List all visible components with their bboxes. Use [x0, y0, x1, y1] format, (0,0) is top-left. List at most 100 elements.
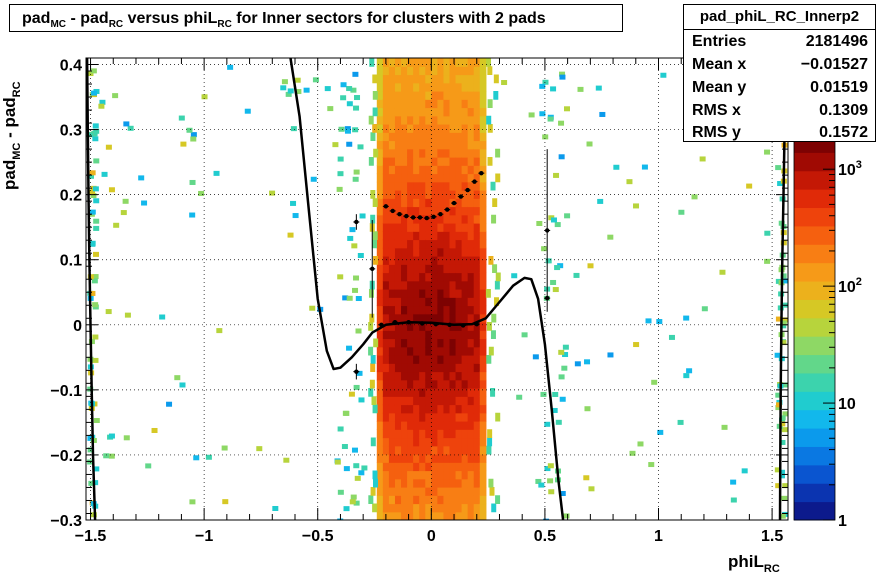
heatmap-cell [407, 330, 414, 340]
heatmap-cell [388, 181, 396, 191]
heatmap-cell [443, 429, 451, 439]
heatmap-cell [479, 379, 487, 389]
heatmap-cell [455, 487, 463, 496]
heatmap-cell [407, 412, 414, 422]
heatmap-cell [443, 379, 451, 389]
heatmap-cell [479, 437, 487, 447]
heatmap-cell [473, 280, 481, 290]
heatmap-cell [388, 115, 396, 125]
heatmap-cell [376, 223, 384, 232]
heatmap-cell [449, 503, 457, 513]
heatmap-cell [479, 429, 487, 439]
heatmap-cell [388, 495, 396, 505]
heatmap-cell [425, 190, 432, 199]
heatmap-cell [407, 181, 414, 191]
heatmap-cell [419, 503, 426, 513]
heatmap-cell [431, 124, 438, 133]
heatmap-cell [443, 322, 451, 331]
heatmap-cell [562, 344, 569, 350]
heatmap-cell [449, 157, 457, 166]
profile-point [544, 295, 550, 301]
heatmap-cell [443, 256, 451, 265]
heatmap-cell [431, 511, 438, 520]
heatmap-cell [599, 111, 606, 117]
heatmap-cell [178, 115, 185, 121]
heatmap-cell [479, 148, 487, 158]
heatmap-cell [437, 355, 445, 364]
heatmap-cell [127, 125, 134, 131]
heatmap-cell [388, 247, 396, 257]
heatmap-cell [352, 287, 359, 293]
heatmap-cell [461, 206, 469, 216]
heatmap-cell [382, 355, 390, 364]
heatmap-cell [407, 132, 414, 142]
heatmap-cell [368, 157, 374, 166]
heatmap-cell [587, 263, 594, 269]
heatmap-cell [413, 256, 420, 265]
heatmap-cell [394, 82, 402, 92]
heatmap-cell [467, 140, 475, 150]
heatmap-cell [292, 213, 299, 219]
heatmap-cell [461, 91, 469, 100]
heatmap-cell [455, 454, 463, 463]
profile-point [424, 215, 429, 221]
heatmap-cell [355, 296, 362, 302]
heatmap-cell [413, 503, 420, 513]
heatmap-cell [467, 239, 475, 249]
heatmap-cell [443, 355, 451, 364]
heatmap-cell [551, 407, 558, 413]
heatmap-cell [461, 165, 469, 175]
heatmap-cell [455, 173, 463, 183]
heatmap-cell [443, 437, 451, 447]
heatmap-cell [346, 101, 353, 107]
heatmap-cell [425, 338, 432, 348]
heatmap-cell [287, 88, 294, 94]
heatmap-cell [413, 74, 420, 84]
heatmap-cell [467, 313, 475, 323]
heatmap-cell [449, 363, 457, 373]
heatmap-cell [413, 412, 420, 422]
heatmap-cell [382, 487, 390, 496]
heatmap-cell [730, 497, 737, 503]
heatmap-cell [455, 330, 463, 340]
heatmap-cell [346, 86, 353, 92]
heatmap-cell [244, 108, 251, 114]
heatmap-cell [401, 503, 408, 513]
heatmap-cell [782, 317, 788, 323]
heatmap-cell [401, 470, 408, 480]
heatmap-cell [419, 421, 426, 430]
profile-point [417, 215, 423, 220]
heatmap-cell [401, 421, 408, 430]
heatmap-cell [370, 190, 376, 199]
heatmap-cell [479, 355, 487, 364]
heatmap-cell [388, 511, 396, 520]
heatmap-cell [419, 223, 426, 232]
heatmap-cell [349, 499, 356, 505]
heatmap-cell [382, 157, 390, 166]
heatmap-cell [443, 330, 451, 340]
heatmap-cell [376, 173, 384, 183]
heatmap-cell [394, 107, 402, 117]
heatmap-cell [419, 388, 426, 397]
heatmap-cell [413, 330, 420, 340]
heatmap-cell [388, 454, 396, 463]
heatmap-cell [388, 74, 396, 84]
heatmap-cell [425, 289, 432, 298]
heatmap-cell [376, 198, 384, 208]
heatmap-cell [358, 470, 365, 476]
heatmap-cell [394, 206, 402, 216]
y-axis-title: padMC - padRC [0, 81, 23, 190]
heatmap-cell [376, 412, 384, 422]
heatmap-cell [382, 371, 390, 381]
heatmap-cell [479, 388, 487, 397]
heatmap-cell [449, 58, 457, 67]
heatmap-cell [401, 140, 408, 150]
heatmap-cell [388, 322, 396, 331]
heatmap-cell [449, 355, 457, 364]
heatmap-cell [407, 214, 414, 224]
heatmap-cell [437, 206, 445, 216]
heatmap-cell [388, 124, 396, 133]
heatmap-cell [473, 363, 481, 373]
heatmap-cell [437, 107, 445, 117]
heatmap-cell [213, 170, 220, 176]
